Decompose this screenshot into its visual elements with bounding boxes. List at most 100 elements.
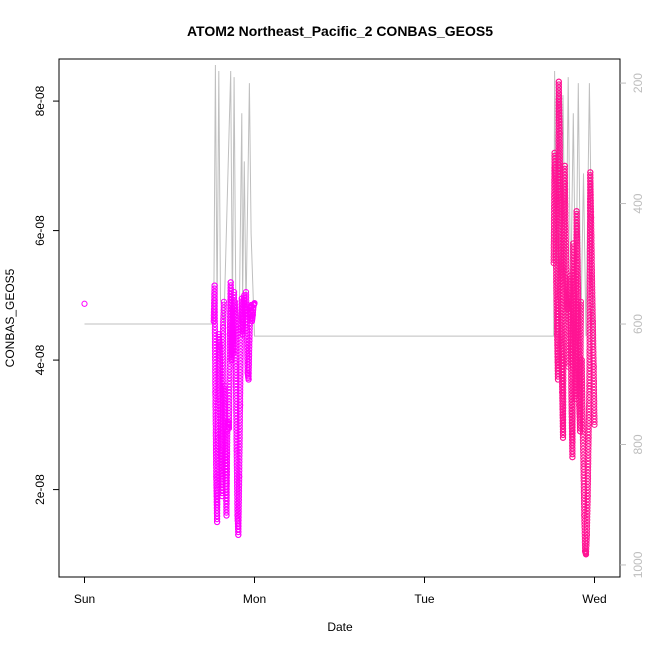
data-point (578, 368, 586, 375)
data-point (237, 399, 244, 406)
data-point (555, 90, 563, 97)
data-point (236, 470, 243, 477)
data-point (584, 487, 591, 494)
data-point (569, 445, 576, 452)
data-point (590, 369, 597, 376)
data-point (219, 327, 227, 334)
data-point (220, 304, 227, 311)
data-point (591, 407, 598, 414)
data-point (585, 455, 592, 462)
data-point (236, 411, 243, 418)
data-point (211, 309, 218, 316)
data-point (562, 212, 569, 219)
y2-tick-label: 400 (631, 193, 645, 213)
data-point (588, 237, 595, 244)
data-point (224, 448, 231, 455)
data-point (569, 427, 576, 434)
data-point (246, 331, 253, 338)
data-point (236, 405, 244, 412)
data-point (588, 269, 596, 277)
data-point (245, 370, 252, 377)
data-point (556, 144, 563, 152)
data-point (575, 291, 582, 298)
data-point (223, 463, 230, 470)
data-point (569, 382, 576, 390)
data-point (226, 360, 233, 367)
data-point (579, 395, 586, 402)
data-point (237, 339, 244, 346)
data-point (232, 322, 239, 329)
data-point (246, 325, 253, 332)
data-point (227, 285, 234, 292)
data-point (589, 281, 596, 288)
data-point (214, 504, 221, 511)
data-point (588, 264, 595, 271)
data-point (560, 380, 567, 388)
data-point (236, 437, 243, 445)
data-point (590, 372, 597, 379)
data-point (237, 363, 244, 370)
data-point (235, 526, 242, 533)
y2-tick-label: 200 (631, 73, 645, 93)
y-axis-left: 2e-08 4e-08 6e-08 8e-08 (33, 85, 59, 505)
data-point (235, 508, 242, 515)
data-point (579, 398, 586, 405)
data-point (226, 407, 233, 414)
data-point (556, 116, 563, 123)
data-point (574, 274, 581, 281)
data-point (232, 369, 239, 376)
data-point (574, 234, 581, 241)
data-point (561, 171, 569, 178)
y-tick-label: 4e-08 (33, 344, 47, 375)
data-point (561, 165, 568, 172)
data-point (563, 260, 570, 267)
data-point (236, 435, 243, 442)
data-point (220, 298, 227, 305)
data-point (223, 471, 230, 478)
data-point (573, 213, 580, 220)
data-point (590, 335, 597, 342)
data-point (235, 520, 242, 527)
data-point (588, 246, 595, 253)
data-point (555, 81, 562, 88)
data-point (584, 510, 591, 518)
data-point (562, 224, 569, 231)
data-point (587, 206, 595, 213)
data-point (569, 415, 576, 422)
data-point (588, 226, 595, 233)
data-point (589, 301, 596, 308)
data-point (223, 468, 230, 475)
data-point (584, 519, 591, 527)
data-point (562, 189, 569, 196)
data-point (585, 414, 593, 421)
data-point (560, 288, 567, 295)
data-point (569, 418, 576, 425)
data-point (591, 418, 598, 425)
data-point (223, 506, 230, 513)
data-point (562, 242, 570, 249)
data-point (226, 378, 233, 385)
data-point (220, 321, 227, 328)
data-point (562, 186, 569, 193)
data-point (556, 127, 563, 134)
data-point (237, 396, 244, 403)
data-point (246, 343, 253, 350)
data-point (591, 395, 598, 402)
data-point (581, 503, 588, 510)
data-point (214, 518, 221, 526)
data-point (588, 243, 595, 250)
data-point (577, 322, 584, 329)
data-point (224, 439, 231, 446)
data-point (560, 398, 567, 405)
data-point (556, 139, 563, 146)
data-point (223, 477, 230, 484)
data-point (211, 282, 218, 289)
data-point (237, 393, 244, 400)
data-point (236, 476, 243, 483)
data-point (562, 198, 569, 205)
data-point (588, 223, 595, 230)
data-point (560, 401, 567, 408)
data-point (580, 463, 587, 470)
data-point (583, 525, 591, 533)
